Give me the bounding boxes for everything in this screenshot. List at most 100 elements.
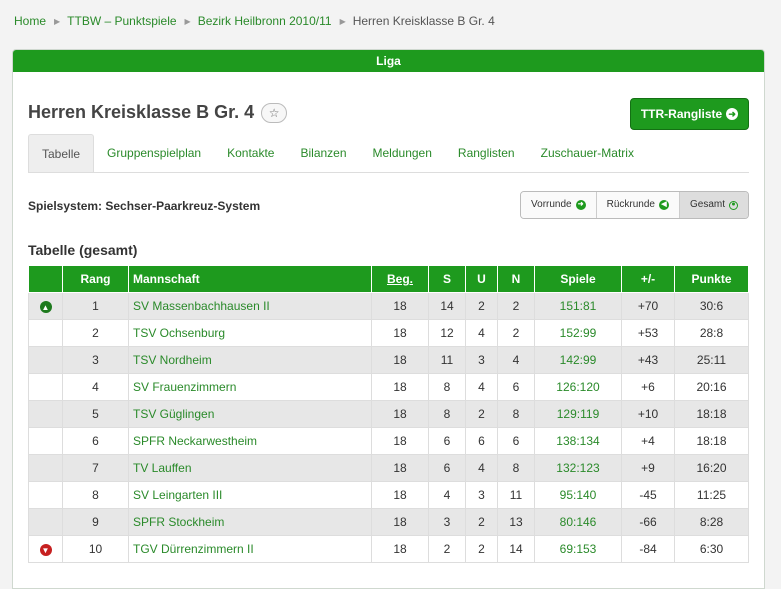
cell-trend <box>28 427 63 455</box>
cell-spiele[interactable]: 69:153 <box>534 535 622 563</box>
spiele-link[interactable]: 138:134 <box>556 434 600 448</box>
breadcrumb-bezirk[interactable]: Bezirk Heilbronn 2010/11 <box>197 14 332 28</box>
cell-team[interactable]: TSV Nordheim <box>128 346 372 374</box>
title-row: Herren Kreisklasse B Gr. 4 ☆ <box>28 102 288 123</box>
star-icon: ☆ <box>268 105 280 120</box>
team-link[interactable]: SV Leingarten III <box>133 488 223 502</box>
cell-rang: 3 <box>62 346 129 374</box>
spiele-link[interactable]: 142:99 <box>559 353 597 367</box>
cell-spiele[interactable]: 152:99 <box>534 319 622 347</box>
breadcrumb-home[interactable]: Home <box>14 14 47 28</box>
cell-team[interactable]: SV Leingarten III <box>128 481 372 509</box>
cell-diff: +53 <box>621 319 675 347</box>
cell-s: 6 <box>428 427 466 455</box>
cell-s: 12 <box>428 319 466 347</box>
cell-spiele[interactable]: 132:123 <box>534 454 622 482</box>
cell-team[interactable]: SPFR Stockheim <box>128 508 372 536</box>
team-link[interactable]: SV Massenbachhausen II <box>133 299 270 313</box>
tab-tabelle[interactable]: Tabelle <box>28 134 95 172</box>
team-link[interactable]: SPFR Stockheim <box>133 515 225 529</box>
cell-u: 6 <box>465 427 498 455</box>
team-link[interactable]: SPFR Neckarwestheim <box>133 434 258 448</box>
cell-spiele[interactable]: 129:119 <box>534 400 622 428</box>
cell-diff: +9 <box>621 454 675 482</box>
col-n: N <box>497 265 535 293</box>
tab-gruppenspielplan[interactable]: Gruppenspielplan <box>107 146 202 160</box>
cell-n: 13 <box>497 508 535 536</box>
cell-spiele[interactable]: 95:140 <box>534 481 622 509</box>
cell-u: 4 <box>465 454 498 482</box>
cell-spiele[interactable]: 142:99 <box>534 346 622 374</box>
rueckrunde-button[interactable]: Rückrunde ◀ <box>596 192 680 218</box>
cell-punkte: 16:20 <box>674 454 749 482</box>
gesamt-label: Gesamt <box>689 199 725 210</box>
cell-trend <box>28 454 63 482</box>
ttr-rangliste-button[interactable]: TTR-Rangliste ➜ <box>630 98 749 130</box>
cell-spiele[interactable]: 126:120 <box>534 373 622 401</box>
vorrunde-button[interactable]: Vorrunde ➜ <box>521 192 597 218</box>
cell-punkte: 18:18 <box>674 427 749 455</box>
tab-kontakte[interactable]: Kontakte <box>227 146 275 160</box>
cell-trend <box>28 481 63 509</box>
col-beg[interactable]: Beg. <box>371 265 429 293</box>
table-row: 9 SPFR Stockheim 18 3 2 13 80:146 -66 8:28 <box>28 508 749 536</box>
round-button-group: Vorrunde ➜ Rückrunde ◀ Gesamt ● <box>520 191 749 219</box>
tab-ranglisten[interactable]: Ranglisten <box>457 146 515 160</box>
table-row: ▲ 1 SV Massenbachhausen II 18 14 2 2 151:81 +70 3… <box>28 292 749 320</box>
cell-beg: 18 <box>371 373 429 401</box>
tab-zuschauer-matrix[interactable]: Zuschauer-Matrix <box>540 146 634 160</box>
cell-u: 2 <box>465 400 498 428</box>
cell-punkte: 8:28 <box>674 508 749 536</box>
col-s: S <box>428 265 466 293</box>
cell-beg: 18 <box>371 346 429 374</box>
cell-team[interactable]: SV Frauenzimmern <box>128 373 372 401</box>
cell-spiele[interactable]: 80:146 <box>534 508 622 536</box>
cell-team[interactable]: TSV Ochsenburg <box>128 319 372 347</box>
team-link[interactable]: TGV Dürrenzimmern II <box>133 542 254 556</box>
cell-rang: 9 <box>62 508 129 536</box>
spiele-link[interactable]: 151:81 <box>559 299 597 313</box>
col-diff: +/- <box>621 265 675 293</box>
team-link[interactable]: SV Frauenzimmern <box>133 380 237 394</box>
cell-team[interactable]: TSV Güglingen <box>128 400 372 428</box>
cell-u: 2 <box>465 292 498 320</box>
arrow-left-circle-icon: ◀ <box>658 200 669 210</box>
spielsystem-label: Spielsystem: Sechser-Paarkreuz-System <box>28 199 261 213</box>
cell-beg: 18 <box>371 508 429 536</box>
spiele-link[interactable]: 152:99 <box>559 326 597 340</box>
spiele-link[interactable]: 132:123 <box>556 461 600 475</box>
breadcrumb-ttbw[interactable]: TTBW – Punktspiele <box>67 14 177 28</box>
spiele-link[interactable]: 95:140 <box>559 488 597 502</box>
table-row: 3 TSV Nordheim 18 11 3 4 142:99 +43 25:11 <box>28 346 749 374</box>
cell-team[interactable]: SV Massenbachhausen II <box>128 292 372 320</box>
cell-n: 2 <box>497 292 535 320</box>
spiele-link[interactable]: 69:153 <box>559 542 597 556</box>
team-link[interactable]: TV Lauffen <box>133 461 192 475</box>
cell-spiele[interactable]: 138:134 <box>534 427 622 455</box>
cell-team[interactable]: SPFR Neckarwestheim <box>128 427 372 455</box>
tab-bilanzen[interactable]: Bilanzen <box>300 146 347 160</box>
table-row: 7 TV Lauffen 18 6 4 8 132:123 +9 16:20 <box>28 454 749 482</box>
gesamt-button[interactable]: Gesamt ● <box>679 192 748 218</box>
cell-team[interactable]: TGV Dürrenzimmern II <box>128 535 372 563</box>
cell-team[interactable]: TV Lauffen <box>128 454 372 482</box>
cell-spiele[interactable]: 151:81 <box>534 292 622 320</box>
favorite-button[interactable]: ☆ <box>261 102 288 123</box>
cell-s: 8 <box>428 400 466 428</box>
cell-u: 4 <box>465 373 498 401</box>
cell-trend <box>28 400 63 428</box>
spiele-link[interactable]: 80:146 <box>559 515 597 529</box>
team-link[interactable]: TSV Güglingen <box>133 407 215 421</box>
team-link[interactable]: TSV Ochsenburg <box>133 326 226 340</box>
spiele-link[interactable]: 126:120 <box>556 380 600 394</box>
panel-header: Liga <box>13 50 764 72</box>
table-row: 8 SV Leingarten III 18 4 3 11 95:140 -45 11:25 <box>28 481 749 509</box>
tab-meldungen[interactable]: Meldungen <box>372 146 432 160</box>
team-link[interactable]: TSV Nordheim <box>133 353 212 367</box>
col-spiele: Spiele <box>534 265 622 293</box>
spiele-link[interactable]: 129:119 <box>556 407 600 421</box>
promotion-arrow-up-icon: ▲ <box>39 301 52 314</box>
cell-n: 2 <box>497 319 535 347</box>
cell-s: 3 <box>428 508 466 536</box>
cell-trend <box>28 319 63 347</box>
